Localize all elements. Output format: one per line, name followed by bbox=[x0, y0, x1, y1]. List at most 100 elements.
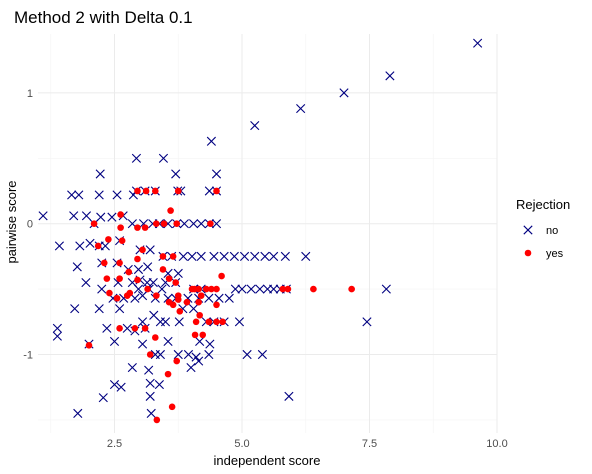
data-point-no bbox=[97, 284, 107, 294]
data-point-yes bbox=[207, 220, 214, 227]
data-point-no bbox=[204, 349, 214, 360]
data-point-no bbox=[144, 365, 154, 375]
data-point-yes bbox=[173, 220, 181, 227]
data-point-no bbox=[158, 153, 169, 163]
data-point-no bbox=[137, 291, 148, 301]
data-point-no bbox=[38, 211, 48, 221]
data-point-no bbox=[381, 284, 391, 294]
data-point-yes bbox=[208, 285, 215, 293]
data-point-no bbox=[205, 339, 215, 349]
data-point-yes bbox=[125, 268, 133, 276]
data-point-yes bbox=[153, 416, 161, 424]
data-point-no bbox=[115, 304, 125, 314]
data-point-no bbox=[234, 317, 245, 327]
data-point-no bbox=[242, 349, 252, 360]
x-tick-label: 2.5 bbox=[107, 438, 122, 450]
data-point-yes bbox=[183, 298, 191, 306]
data-point-no bbox=[69, 211, 79, 221]
data-point-no bbox=[174, 317, 184, 327]
y-tick-label: 0 bbox=[27, 219, 33, 231]
data-point-yes bbox=[219, 318, 226, 326]
data-point-yes bbox=[144, 285, 151, 293]
y-tick-label: 1 bbox=[27, 88, 33, 100]
data-point-yes bbox=[134, 187, 141, 195]
data-point-yes bbox=[85, 342, 93, 349]
legend-label-no: no bbox=[546, 225, 558, 237]
data-point-yes bbox=[191, 331, 199, 339]
data-point-yes bbox=[134, 276, 141, 284]
legend-item-no: no bbox=[523, 225, 558, 237]
data-point-no bbox=[239, 251, 250, 261]
data-point-no bbox=[154, 380, 164, 390]
data-point-no bbox=[178, 251, 188, 261]
data-point-yes bbox=[141, 325, 149, 332]
data-point-yes bbox=[116, 259, 123, 267]
data-point-yes bbox=[213, 285, 220, 293]
legend-title: Rejection bbox=[516, 197, 570, 212]
data-point-yes bbox=[172, 279, 179, 286]
x-tick-label: 5.0 bbox=[234, 438, 249, 450]
data-point-no bbox=[211, 219, 222, 229]
data-point-no bbox=[224, 293, 234, 303]
data-point-yes bbox=[348, 285, 355, 293]
series-no bbox=[38, 38, 483, 418]
data-point-no bbox=[94, 304, 104, 314]
y-axis-title: pairwise score bbox=[4, 180, 19, 263]
data-point-yes bbox=[105, 236, 112, 243]
data-point-yes bbox=[134, 224, 141, 231]
data-point-no bbox=[145, 245, 155, 255]
data-point-yes bbox=[167, 207, 174, 214]
data-point-no bbox=[94, 190, 104, 200]
data-point-no bbox=[127, 363, 137, 373]
data-point-no bbox=[473, 38, 483, 48]
data-point-yes bbox=[174, 296, 182, 303]
data-point-yes bbox=[164, 370, 172, 378]
data-point-yes bbox=[116, 275, 123, 282]
data-point-no bbox=[280, 251, 290, 261]
data-point-yes bbox=[197, 292, 205, 299]
data-point-no bbox=[229, 251, 239, 261]
data-point-yes bbox=[169, 301, 177, 309]
data-point-no bbox=[194, 356, 204, 366]
series-yes bbox=[85, 187, 355, 424]
plot-grid bbox=[38, 34, 498, 433]
data-point-no bbox=[339, 88, 349, 98]
data-point-no bbox=[296, 103, 306, 114]
data-point-no bbox=[122, 323, 132, 333]
data-point-no bbox=[191, 352, 201, 362]
legend-label-yes: yes bbox=[546, 248, 564, 260]
data-point-no bbox=[250, 120, 260, 131]
plot-marks bbox=[38, 38, 483, 424]
data-point-no bbox=[54, 241, 65, 251]
data-point-no bbox=[81, 277, 91, 288]
data-point-no bbox=[211, 169, 222, 179]
data-point-no bbox=[100, 241, 110, 251]
data-point-no bbox=[171, 169, 181, 179]
data-point-no bbox=[145, 378, 155, 388]
data-point-yes bbox=[310, 285, 317, 293]
data-point-no bbox=[385, 71, 395, 81]
data-point-yes bbox=[173, 357, 181, 365]
data-point-yes bbox=[153, 292, 160, 299]
data-point-yes bbox=[213, 318, 220, 326]
data-point-no bbox=[246, 284, 256, 294]
data-point-no bbox=[157, 284, 167, 294]
data-point-no bbox=[206, 136, 216, 146]
data-point-no bbox=[133, 284, 144, 294]
data-point-yes bbox=[134, 255, 141, 263]
data-point-no bbox=[284, 391, 294, 401]
data-point-yes bbox=[203, 285, 210, 293]
legend-key-yes bbox=[524, 249, 532, 257]
data-point-no bbox=[196, 219, 206, 229]
data-point-no bbox=[130, 293, 140, 303]
data-point-no bbox=[85, 238, 95, 248]
data-point-yes bbox=[169, 253, 177, 260]
data-point-yes bbox=[131, 325, 139, 332]
data-point-no bbox=[81, 211, 92, 221]
data-point-no bbox=[219, 251, 229, 261]
data-point-no bbox=[146, 408, 156, 418]
data-point-no bbox=[73, 408, 83, 418]
legend: Rejection no yes bbox=[516, 197, 570, 260]
data-point-no bbox=[112, 190, 122, 200]
data-point-yes bbox=[218, 272, 225, 280]
